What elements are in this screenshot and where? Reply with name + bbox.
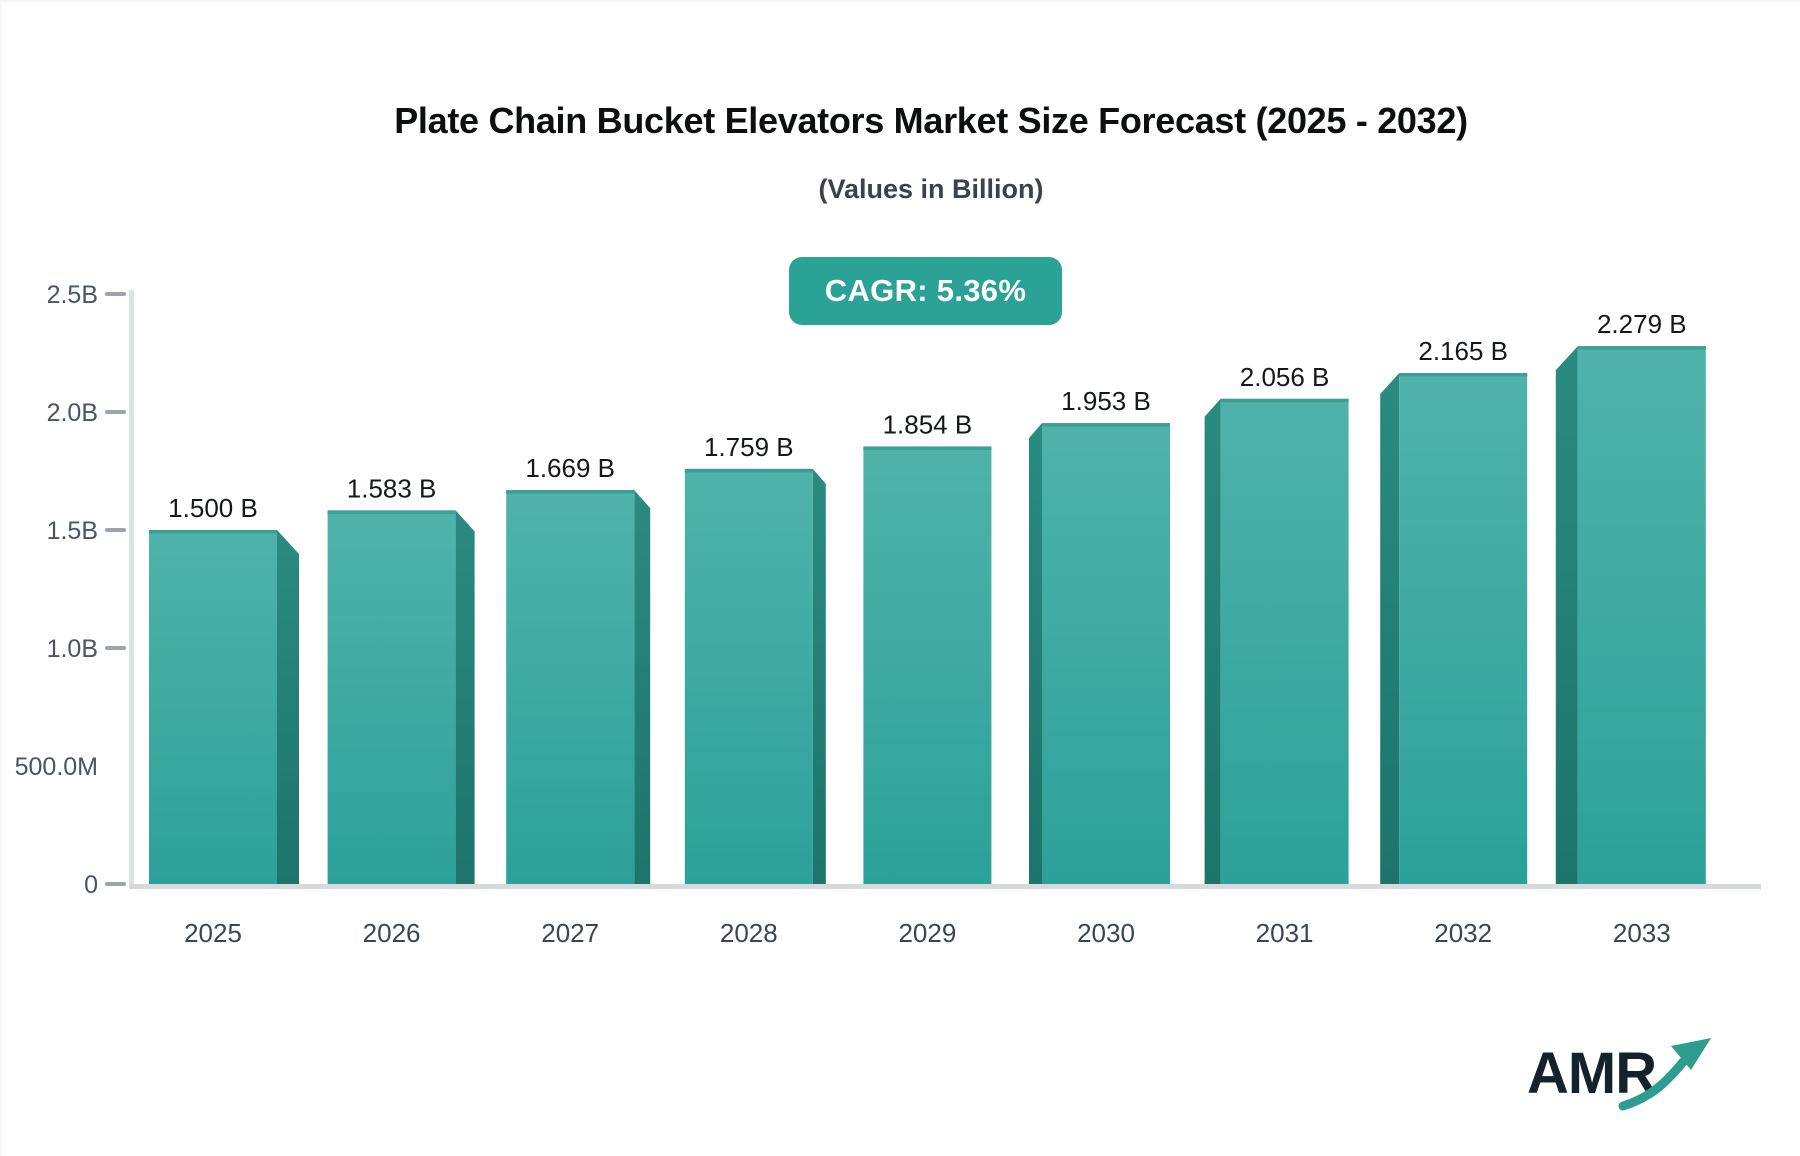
bar-top-edge [863, 446, 992, 450]
y-tick-0 [105, 882, 126, 886]
bar-top-edge [149, 530, 277, 534]
bar-face [863, 446, 992, 884]
value-label-2027: 1.669 B [525, 453, 615, 483]
value-label-2030: 1.953 B [1061, 386, 1151, 416]
value-label-2031: 2.056 B [1240, 362, 1330, 392]
bar-top-edge [327, 510, 456, 514]
bar-2029 [863, 446, 992, 884]
bar-side-panel [1555, 346, 1578, 884]
bar-face [506, 490, 635, 884]
x-axis-label-2026: 2026 [363, 918, 421, 948]
amr-logo-text: AMR [1527, 1041, 1657, 1106]
growth-arrow-icon [1618, 1038, 1711, 1111]
value-label-2029: 1.854 B [883, 409, 973, 439]
bar-2028 [684, 468, 826, 884]
y-tick-2.0B [105, 410, 126, 414]
y-axis-label-500.0M: 500.0M [15, 753, 98, 781]
bar-2033 [1555, 346, 1706, 884]
value-label-2033: 2.279 B [1597, 309, 1687, 339]
bar-face [149, 530, 277, 884]
value-label-2025: 1.500 B [168, 493, 258, 523]
y-tick-1.5B [105, 528, 126, 532]
y-tick-1.0B [105, 646, 126, 650]
bar-face [327, 510, 456, 884]
bar-2030 [1029, 423, 1170, 884]
x-axis-label-2029: 2029 [898, 918, 956, 948]
bar-2032 [1380, 373, 1528, 884]
bar-side-panel [1380, 373, 1400, 884]
bar-top-edge [1577, 346, 1706, 350]
bar-side-panel [1204, 398, 1221, 884]
x-axis-label-2031: 2031 [1256, 918, 1314, 948]
chart-title: Plate Chain Bucket Elevators Market Size… [394, 100, 1468, 141]
bar-top-edge [684, 468, 813, 473]
bar-face [1399, 373, 1528, 884]
x-axis-label-2028: 2028 [720, 918, 778, 948]
bar-2025 [149, 530, 299, 884]
y-axis-label-1.5B: 1.5B [47, 517, 98, 545]
bar-face [1577, 346, 1706, 884]
x-axis-label-2027: 2027 [541, 918, 599, 948]
x-axis-label-2033: 2033 [1613, 918, 1671, 948]
amr-logo: AMR [1527, 1038, 1767, 1130]
value-label-2026: 1.583 B [347, 473, 437, 503]
y-tick-2.5B [105, 292, 126, 296]
y-axis-label-2.0B: 2.0B [47, 399, 98, 427]
value-label-2028: 1.759 B [704, 432, 794, 462]
y-axis-line [129, 290, 134, 884]
cagr-badge-label: CAGR: 5.36% [824, 273, 1027, 308]
y-axis-label-2.5B: 2.5B [47, 281, 98, 309]
bar-top-edge [1220, 398, 1349, 403]
x-axis-line [129, 884, 1761, 889]
x-axis-label-2030: 2030 [1077, 918, 1135, 948]
y-axis-label-0: 0 [84, 871, 98, 899]
value-label-2032: 2.165 B [1418, 336, 1508, 366]
bar-face [684, 468, 813, 884]
bar-top-edge [1399, 373, 1528, 377]
bar-side-panel [455, 510, 475, 884]
bar-2031 [1204, 398, 1349, 884]
bar-side-panel [1029, 423, 1042, 884]
x-axis-label-2032: 2032 [1434, 918, 1492, 948]
cagr-badge: CAGR: 5.36% [789, 257, 1062, 325]
bar-side-panel [634, 490, 651, 884]
x-axis-label-2025: 2025 [184, 918, 242, 948]
chart-subtitle: (Values in Billion) [818, 174, 1044, 204]
bar-top-edge [506, 490, 635, 494]
bar-2026 [327, 510, 475, 884]
bar-top-edge [1042, 423, 1170, 427]
bar-face [1220, 398, 1349, 884]
y-axis-label-1.0B: 1.0B [47, 635, 98, 663]
bar-side-panel [812, 468, 826, 884]
bar-2027 [506, 490, 651, 884]
bar-face [1042, 423, 1170, 884]
bar-side-panel [277, 530, 299, 884]
